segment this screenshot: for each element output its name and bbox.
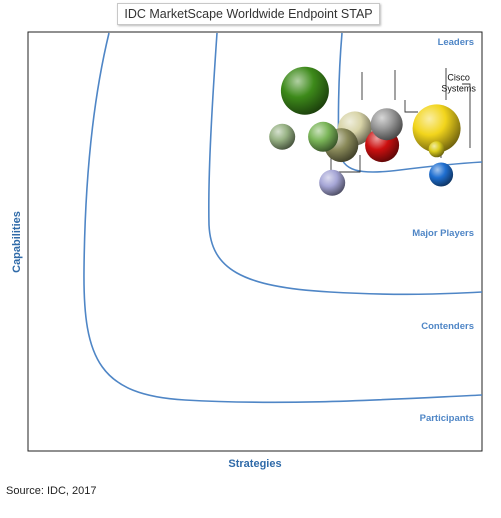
vendor-bubble <box>308 121 339 152</box>
x-axis-label: Strategies <box>228 458 281 470</box>
source-note: Source: IDC, 2017 <box>6 485 97 497</box>
boundary-participants <box>83 32 483 404</box>
chart-title-box: IDC MarketScape Worldwide Endpoint STAP <box>117 3 380 25</box>
boundary-major-players <box>337 32 483 173</box>
vendor-label: Cisco Systems <box>441 72 476 93</box>
region-label-leaders: Leaders <box>438 37 474 48</box>
vendor-bubble <box>319 169 346 196</box>
region-labels: Leaders Major Players Contenders Participan… <box>412 37 474 424</box>
vendor-bubble <box>269 123 296 150</box>
chart-title: IDC MarketScape Worldwide Endpoint STAP <box>124 7 373 21</box>
vendor-bubble <box>280 66 329 115</box>
region-label-major-players: Major Players <box>412 228 474 239</box>
vendor-bubble <box>370 108 403 141</box>
vendor-bubble <box>429 162 454 187</box>
region-label-contenders: Contenders <box>421 321 474 332</box>
vendor-bubble <box>428 141 445 158</box>
region-label-participants: Participants <box>420 413 474 424</box>
plot-area <box>27 31 483 452</box>
y-axis-label: Capabilities <box>11 211 23 273</box>
vendor-bubble <box>412 104 461 153</box>
boundary-contenders <box>208 32 483 296</box>
points-layer: Cisco Systems <box>269 66 476 196</box>
